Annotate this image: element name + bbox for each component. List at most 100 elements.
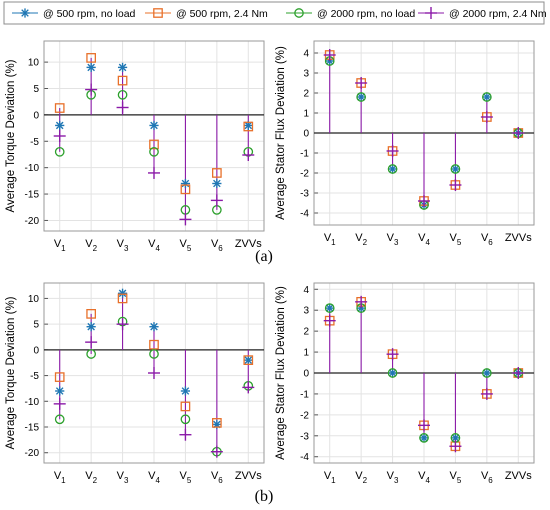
y-tick-label: -4: [300, 452, 309, 463]
y-tick-label: -2: [300, 410, 309, 421]
data-point: [212, 168, 222, 178]
y-tick-label: -2: [300, 169, 309, 180]
data-point: [149, 322, 159, 332]
data-point: [117, 62, 128, 72]
data-point: [55, 120, 65, 131]
y-tick-label: 0: [33, 345, 39, 356]
series-4: [323, 49, 525, 207]
y-tick-label: 2: [303, 327, 309, 338]
x-tick-label: V6: [211, 238, 223, 253]
y-tick-label: 2: [303, 89, 309, 100]
series-2: [54, 53, 254, 195]
data-point: [85, 83, 98, 96]
x-tick-label: V2: [85, 470, 97, 485]
data-point: [180, 401, 191, 412]
y-tick-label: -3: [300, 189, 309, 200]
data-point: [386, 348, 399, 361]
x-tick-label: ZVVs: [235, 238, 262, 250]
series-4: [53, 318, 255, 458]
y-tick-label: 4: [303, 285, 309, 296]
data-point: [86, 53, 96, 63]
data-point: [323, 49, 336, 61]
x-tick-label: V3: [117, 470, 129, 485]
data-point: [450, 164, 461, 174]
x-tick-label: V1: [324, 232, 336, 247]
y-tick-label: -1: [300, 149, 309, 160]
x-tick-label: ZVVs: [235, 470, 262, 482]
x-tick-label: V3: [387, 470, 399, 485]
data-point: [180, 386, 191, 396]
data-point: [55, 386, 65, 396]
y-tick-label: -20: [25, 448, 40, 459]
x-tick-label: V6: [481, 470, 493, 485]
data-point: [387, 164, 398, 174]
x-tick-label: ZVVs: [505, 232, 532, 244]
data-point: [86, 62, 96, 72]
legend-marker: [20, 8, 30, 18]
y-tick-label: -1: [300, 389, 309, 400]
legend-entry: @ 2000 rpm, 2.4 Nm: [418, 7, 547, 20]
data-point: [54, 103, 65, 113]
data-point: [386, 145, 399, 157]
legend-label: @ 500 rpm, no load: [43, 8, 136, 20]
x-tick-label: V5: [180, 238, 192, 253]
data-point: [450, 164, 461, 174]
data-point: [86, 309, 96, 319]
data-point: [325, 303, 335, 313]
x-tick-label: V4: [418, 470, 430, 485]
data-point: [86, 322, 96, 332]
data-point: [149, 349, 159, 359]
data-point: [54, 146, 65, 157]
data-point: [86, 349, 96, 359]
x-tick-label: V5: [450, 232, 462, 247]
chart-a-torque: 10 5 0 -5 -10 -15 -20 V1 V2 V3 V4 V5 V6 ZVVs Average T…: [5, 40, 265, 253]
y-axis-label: Average Torque Deviation (%): [5, 296, 17, 449]
data-point: [356, 92, 366, 102]
data-point: [480, 387, 493, 400]
y-tick-label: 10: [28, 294, 40, 305]
data-point: [355, 77, 368, 89]
y-tick-label: 3: [303, 69, 309, 80]
y-tick-label: 1: [303, 348, 309, 359]
panel-label-a: (a): [255, 248, 273, 265]
legend-marker: [153, 8, 163, 18]
legend: @ 500 rpm, no load @ 500 rpm, 2.4 Nm @ 200…: [3, 1, 547, 25]
data-point: [482, 92, 492, 102]
data-point: [243, 120, 253, 131]
data-point: [149, 339, 159, 350]
data-point: [149, 139, 159, 150]
data-point: [243, 355, 253, 365]
x-tick-label: V3: [387, 232, 399, 247]
y-tick-label: 10: [28, 58, 40, 69]
data-point: [449, 440, 462, 453]
y-tick-label: 0: [303, 129, 309, 140]
data-point: [212, 418, 222, 428]
x-tick-label: V4: [418, 232, 430, 247]
chart-b-torque: 10 5 0 -5 -10 -15 -20 V1 V2 V3 V4 V5 V6 ZVVs Average T…: [5, 282, 265, 485]
x-tick-label: V2: [85, 238, 97, 253]
data-point: [242, 149, 255, 161]
y-tick-label: -10: [25, 397, 40, 408]
data-point: [482, 368, 492, 378]
data-point: [117, 288, 128, 298]
data-point: [419, 433, 429, 443]
y-axis-label: Average Torque Deviation (%): [5, 59, 17, 212]
y-tick-label: -15: [25, 423, 40, 434]
data-point: [179, 428, 192, 441]
data-point: [180, 184, 191, 195]
data-point: [149, 120, 159, 131]
y-tick-label: 3: [303, 306, 309, 317]
x-tick-label: V5: [450, 470, 462, 485]
y-tick-label: 0: [303, 369, 309, 380]
legend-label: @ 2000 rpm, no load: [317, 8, 415, 20]
data-point: [512, 127, 525, 139]
x-tick-label: ZVVs: [505, 470, 532, 482]
x-tick-label: V1: [324, 470, 336, 485]
data-point: [324, 303, 335, 313]
data-point: [242, 381, 255, 394]
y-tick-label: 1: [303, 109, 309, 120]
data-point: [117, 89, 128, 100]
legend-box: [3, 1, 545, 25]
series-1: [55, 62, 253, 189]
